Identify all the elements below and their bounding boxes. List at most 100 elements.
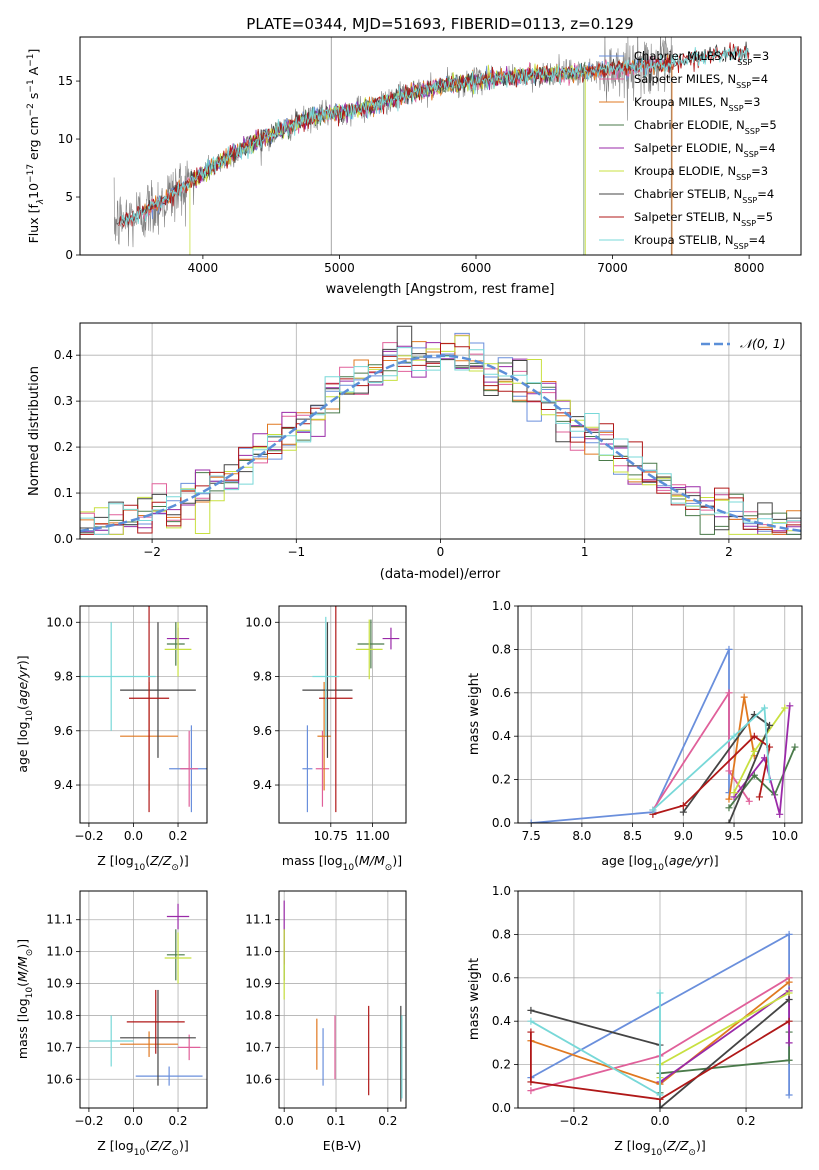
error-point-kroupa-stelib (88, 1015, 134, 1067)
series-marker (785, 1056, 793, 1064)
error-point-salpeter-miles (178, 1034, 201, 1061)
axes: −2 −1 0 1 2 0.0 0.1 0.2 0.3 0.4 𝒩(0, 1) (data-model… (27, 322, 802, 582)
error-point-salpeter-stelib (126, 989, 185, 1054)
legend-label: Chabrier MILES, NSSP=3 (634, 49, 769, 67)
error-point-salpeter-miles (180, 730, 199, 807)
model-fit-kroupa-stelib (120, 46, 749, 226)
series-line (682, 713, 771, 823)
y-tick-label: 10 (58, 132, 73, 146)
error-point-kroupa-stelib (80, 622, 156, 731)
y-tick-label: 0.4 (54, 348, 73, 362)
y-tick-label: 0.4 (492, 1014, 511, 1028)
y-axis-label: age [log10(age/yr)] (15, 655, 35, 772)
x-tick-label: 9.0 (674, 829, 693, 843)
series-marker (725, 804, 733, 812)
series-marker (527, 819, 535, 823)
x-tick-label: 0.2 (168, 829, 187, 843)
series-marker (656, 989, 664, 997)
error-point-chabrier-miles (135, 1066, 203, 1086)
axes: 10.75 11.00 9.4 9.6 9.8 10.0 mass [log10(M/M⊙)… (245, 605, 407, 873)
series-marker (649, 806, 657, 814)
axes: 0.0 0.1 0.2 10.6 10.7 10.8 10.9 11.0 11.1 E(B-V) (245, 890, 407, 1153)
y-tick-label: 10.6 (46, 1072, 73, 1086)
error-point-salpeter-elodie (166, 903, 190, 930)
plot-area (302, 606, 400, 813)
plot-area (113, 37, 750, 255)
x-axis-label: Z [log10(Z/Z⊙)] (614, 1138, 705, 1158)
plot-area (283, 900, 403, 1102)
x-tick-label: 11.00 (355, 829, 389, 843)
x-axis-label: age [log10(age/yr)] (601, 853, 718, 873)
series-marker (527, 1087, 535, 1095)
x-tick-label: 0.2 (737, 1114, 756, 1128)
y-tick-label: 9.6 (54, 724, 73, 738)
series-marker (776, 810, 784, 818)
y-tick-label: 10.6 (245, 1072, 272, 1086)
series-line (530, 1020, 790, 1101)
axes-frame (79, 605, 208, 824)
series-line (530, 993, 661, 1097)
x-axis-label: Z [log10(Z/Z⊙)] (97, 1138, 188, 1158)
x-tick-label: 9.5 (724, 829, 743, 843)
error-point-kroupa-miles (120, 1031, 179, 1057)
legend-label: Salpeter ELODIE, NSSP=4 (634, 141, 776, 159)
y-tick-label: 15 (58, 74, 73, 88)
series-marker (745, 797, 753, 805)
y-tick-label: 10.7 (46, 1040, 73, 1054)
error-point-kroupa-elodie (164, 932, 192, 984)
y-tick-label: 5 (65, 190, 73, 204)
legend-label: Kroupa ELODIE, NSSP=3 (634, 164, 768, 182)
y-tick-label: 0.1 (54, 486, 73, 500)
y-tick-label: 9.4 (253, 778, 272, 792)
x-tick-label: 10.0 (771, 829, 798, 843)
x-tick-label: 0.1 (326, 1114, 345, 1128)
error-point-chabrier-elodie (357, 619, 385, 669)
series-kroupa-stelib (527, 989, 664, 1099)
legend-label: Chabrier ELODIE, NSSP=5 (634, 118, 777, 136)
series-marker (785, 1039, 793, 1047)
panel-age_vs_Z: −0.2 0.0 0.2 9.4 9.6 9.8 10.0 Z [log10(Z/Z⊙)] ag… (15, 605, 208, 873)
panel-mass_vs_EBV: 0.0 0.1 0.2 10.6 10.7 10.8 10.9 11.0 11.1 E(B-V) (245, 890, 407, 1153)
model-fit-chabrier-miles (139, 58, 672, 220)
series-marker (785, 1091, 793, 1099)
error-point-chabrier-stelib (120, 989, 196, 1086)
y-tick-label: 0.8 (492, 642, 511, 656)
axes-frame (517, 605, 803, 824)
plot-area (527, 645, 799, 823)
error-point-chabrier-stelib (302, 622, 353, 758)
series-chabrier-elodie (656, 1028, 793, 1097)
series-marker (527, 1017, 535, 1025)
series-marker (679, 802, 687, 810)
series-marker (786, 702, 794, 710)
series-line (659, 1032, 790, 1093)
series-marker (527, 1006, 535, 1014)
error-point-chabrier-miles (302, 725, 313, 813)
series-marker (656, 1104, 664, 1108)
axes-frame (278, 890, 407, 1109)
error-point-kroupa-miles (317, 681, 331, 791)
series-chabrier-stelib (679, 711, 774, 823)
panel-mass_vs_Z: −0.2 0.0 0.2 10.6 10.7 10.8 10.9 11.0 11.1 Z [log… (15, 890, 208, 1158)
series-kroupa-elodie (730, 704, 789, 797)
series-marker (785, 978, 793, 986)
axes-frame (79, 890, 208, 1109)
y-tick-label: 1.0 (492, 884, 511, 898)
y-tick-label: 0.2 (492, 773, 511, 787)
series-line (652, 706, 771, 811)
figure-title: PLATE=0344, MJD=51693, FIBERID=0113, z=0… (246, 15, 633, 33)
error-point-salpeter-stelib (129, 606, 170, 813)
x-tick-label: 8.5 (623, 829, 642, 843)
series-marker (785, 1017, 793, 1025)
y-tick-label: 9.8 (253, 670, 272, 684)
y-tick-label: 10.7 (245, 1040, 272, 1054)
model-fit-kroupa-miles (143, 54, 672, 215)
model-fit-salpeter-stelib (118, 42, 750, 229)
error-point-chabrier-stelib (120, 622, 196, 758)
series-marker (730, 732, 738, 740)
error-point-kroupa-elodie (355, 619, 383, 680)
x-tick-label: 2 (725, 545, 733, 559)
panel-massweight_vs_Z: −0.2 0.0 0.2 0.0 0.2 0.4 0.6 0.8 1.0 Z [log10(Z/Z… (467, 884, 803, 1158)
x-tick-label: −2 (143, 545, 161, 559)
error-point-kroupa-stelib (312, 616, 340, 737)
legend-label: Kroupa MILES, NSSP=3 (634, 95, 760, 113)
